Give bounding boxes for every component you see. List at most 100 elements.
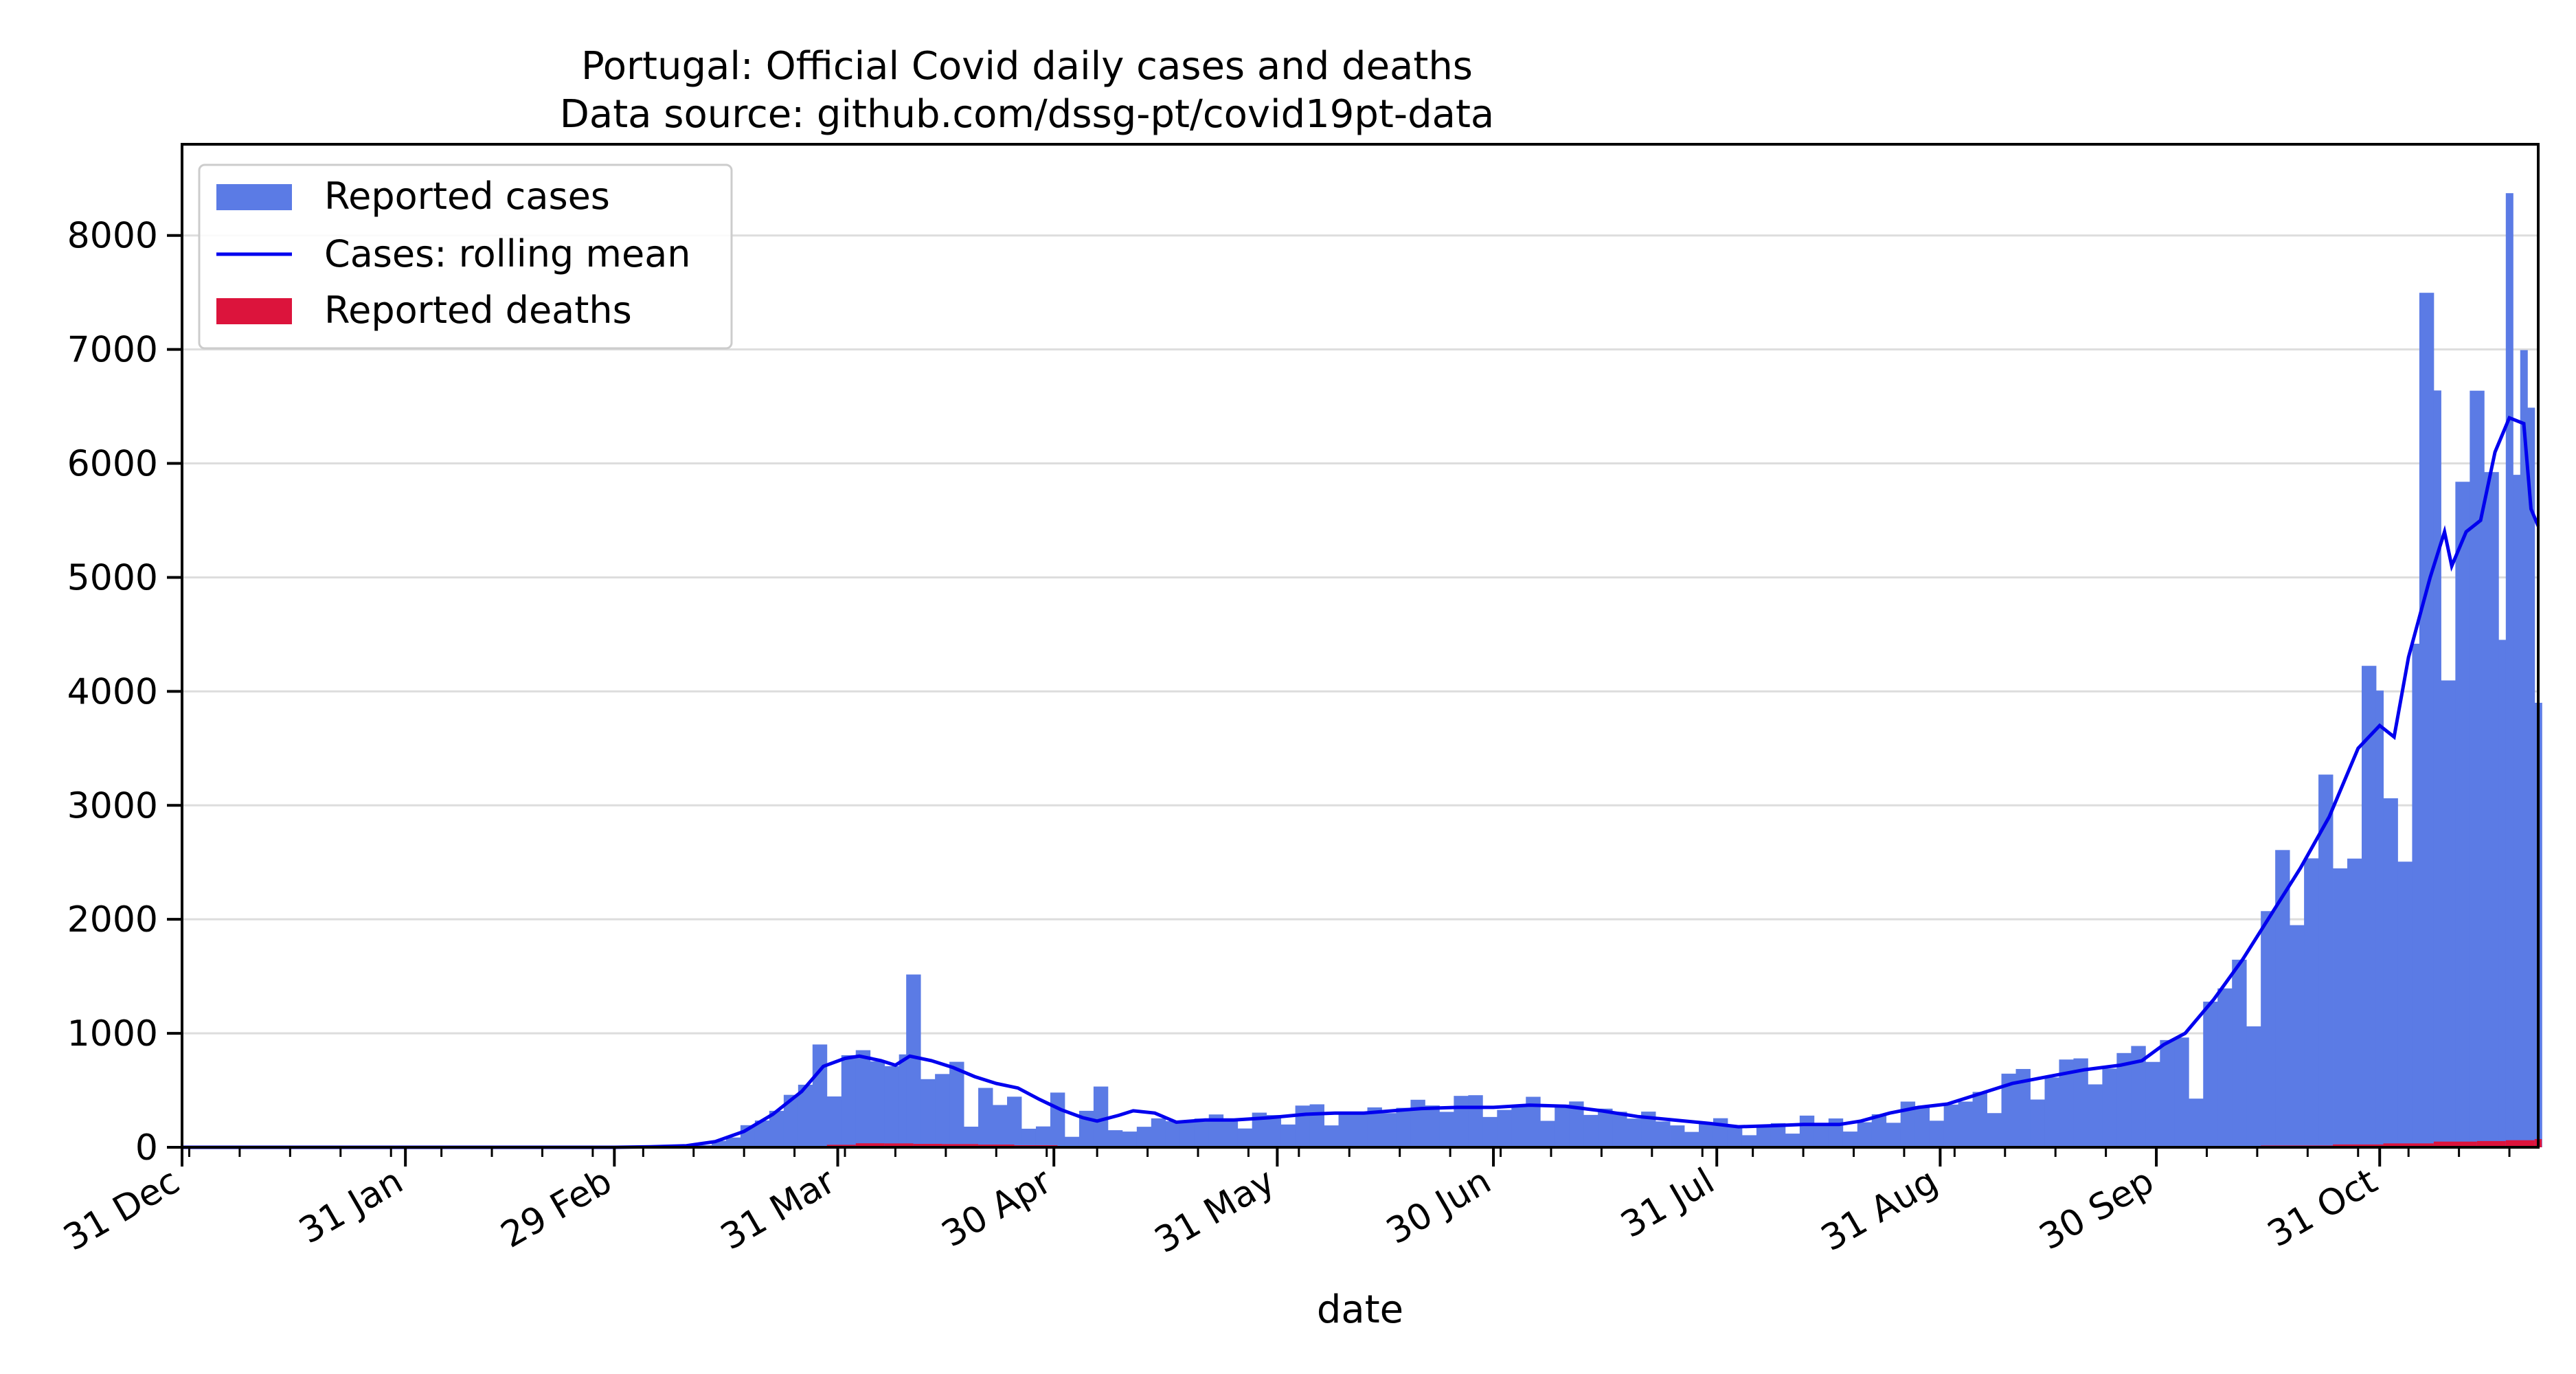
case-bar — [1064, 1136, 1080, 1147]
case-bar — [1814, 1125, 1829, 1147]
case-bar — [2088, 1084, 2103, 1147]
case-bar — [2145, 1061, 2160, 1147]
case-bar — [1511, 1104, 1526, 1147]
case-bar — [1698, 1124, 1714, 1147]
case-bar — [899, 1054, 907, 1147]
x-tick-label: 30 Jun — [1380, 1160, 1498, 1252]
legend-cases-swatch — [216, 184, 292, 210]
case-bar — [1497, 1110, 1512, 1147]
case-bar — [1656, 1121, 1671, 1147]
plot-frame — [181, 143, 2540, 1149]
case-bar — [1396, 1107, 1411, 1147]
case-bar — [725, 1137, 741, 1147]
legend: Reported cases Cases: rolling mean Repor… — [198, 164, 733, 350]
case-bar — [2261, 911, 2276, 1147]
death-bar — [942, 1144, 979, 1147]
case-bar — [1482, 1116, 1498, 1147]
case-bar — [884, 1066, 900, 1147]
case-bar — [1886, 1123, 1901, 1147]
case-bar — [1569, 1101, 1584, 1147]
case-bar — [1007, 1096, 1022, 1147]
x-tick-label: 31 Oct — [2261, 1160, 2384, 1255]
case-bar — [2246, 1026, 2261, 1147]
x-axis-label: date — [1317, 1287, 1403, 1332]
case-bar — [964, 1126, 979, 1147]
case-bar — [2304, 858, 2319, 1147]
case-bar — [1972, 1092, 1987, 1147]
case-bar — [1684, 1131, 1699, 1147]
case-bar — [2015, 1069, 2031, 1147]
case-bar — [1151, 1118, 1166, 1147]
y-tick-label: 8000 — [67, 216, 158, 257]
x-tick-label: 31 Aug — [1814, 1160, 1945, 1259]
case-bar — [2375, 690, 2384, 1147]
case-bar — [1627, 1118, 1642, 1147]
case-bar — [1194, 1118, 1210, 1147]
y-tick-label: 2000 — [67, 899, 158, 941]
case-bar — [826, 1096, 842, 1147]
case-bar — [2441, 680, 2456, 1147]
death-bar — [2476, 1140, 2506, 1147]
case-bar — [2116, 1052, 2132, 1147]
case-bar — [2333, 868, 2348, 1147]
case-bar — [2419, 293, 2434, 1147]
death-bar — [2433, 1141, 2477, 1147]
x-tick-label: 30 Sep — [2033, 1160, 2161, 1258]
case-bar — [1612, 1112, 1627, 1147]
case-bar — [949, 1061, 964, 1147]
rolling-mean-line — [182, 415, 2540, 1149]
case-bar — [1266, 1115, 1282, 1147]
case-bar — [1914, 1105, 1930, 1147]
case-bar — [1280, 1124, 1296, 1147]
case-bar — [2498, 640, 2507, 1147]
case-bar — [855, 1050, 871, 1147]
case-bar — [1237, 1128, 1253, 1147]
case-bar — [812, 1044, 828, 1147]
legend-box — [198, 164, 733, 350]
y-tick-label: 1000 — [67, 1013, 158, 1055]
death-bar — [2333, 1144, 2384, 1147]
case-bar — [1641, 1112, 1656, 1147]
x-tick-label: 31 May — [1148, 1160, 1282, 1261]
case-bar — [1107, 1130, 1123, 1147]
case-bar — [978, 1088, 993, 1147]
death-bar — [2505, 1140, 2535, 1147]
case-bar — [1929, 1120, 1945, 1147]
case-bar — [2203, 1001, 2218, 1147]
case-bar — [2433, 390, 2441, 1147]
death-bar — [2383, 1143, 2434, 1147]
grid-lines — [182, 234, 2538, 1035]
case-bar — [1598, 1108, 1613, 1147]
x-tick-label: 31 Mar — [714, 1160, 842, 1259]
case-bar — [2455, 482, 2470, 1147]
case-bar — [769, 1110, 784, 1147]
death-bar — [913, 1144, 942, 1147]
legend-deaths-label: Reported deaths — [324, 289, 632, 332]
case-bar — [2470, 390, 2485, 1147]
case-bar — [711, 1140, 727, 1147]
case-bar — [2073, 1058, 2088, 1147]
case-bar — [2102, 1068, 2117, 1147]
case-bar — [1021, 1128, 1037, 1147]
case-bar — [1468, 1095, 1483, 1147]
case-bar — [2513, 475, 2521, 1147]
x-tick-label: 31 Jan — [293, 1160, 410, 1252]
case-bar — [2131, 1046, 2146, 1147]
chart-title: Portugal: Official Covid daily cases and… — [581, 44, 1473, 89]
y-tick-label: 6000 — [67, 444, 158, 485]
case-bar — [1958, 1101, 1974, 1147]
case-bar — [1093, 1086, 1109, 1147]
case-bar — [1987, 1113, 2002, 1147]
case-bar — [841, 1055, 857, 1147]
case-bar — [783, 1094, 799, 1147]
case-bar — [1122, 1131, 1138, 1147]
cases-bars — [625, 193, 2542, 1147]
case-bar — [2044, 1077, 2059, 1147]
case-bar — [2059, 1059, 2074, 1147]
case-bar — [1670, 1125, 1685, 1147]
case-bar — [920, 1079, 936, 1147]
case-bar — [1900, 1101, 1916, 1147]
case-bar — [1367, 1107, 1382, 1147]
legend-deaths-swatch — [216, 298, 292, 324]
